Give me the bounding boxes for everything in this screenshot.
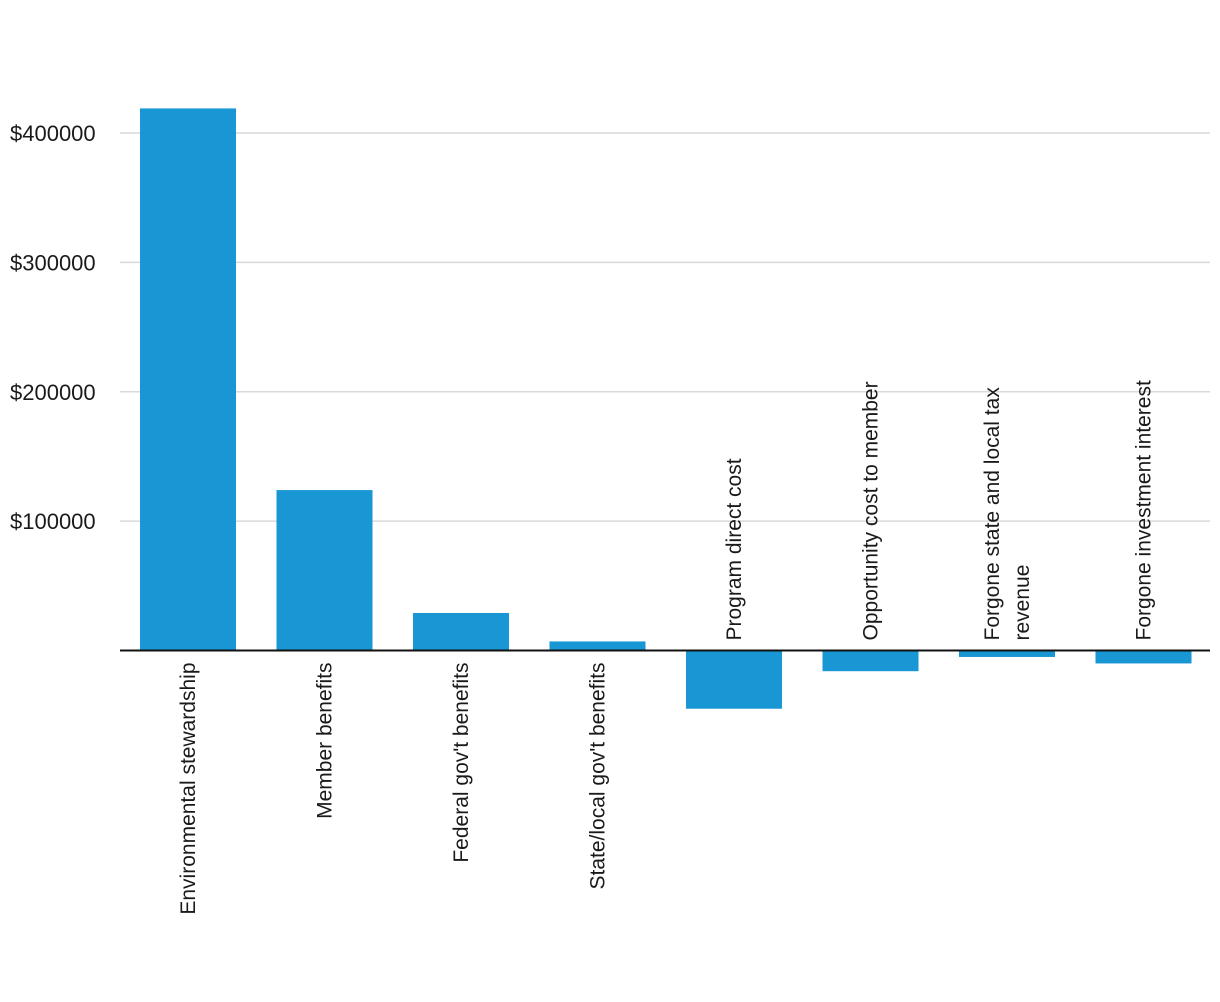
y-axis-ticks: $100000 $200000 $300000 $400000 xyxy=(10,121,96,534)
category-label-line: Environmental stewardship xyxy=(177,663,200,915)
category-label-line: Opportunity cost to member xyxy=(860,381,883,640)
category-label-line: State/local gov't benefits xyxy=(587,663,610,890)
category-label: Forgone state and local tax revenue xyxy=(981,387,1034,641)
category-labels: Environmental stewardship Member benefits… xyxy=(177,380,1156,915)
category-label-line: Forgone state and local tax xyxy=(981,387,1004,641)
gridlines xyxy=(120,132,1210,522)
category-label: Federal gov't benefits xyxy=(450,663,473,863)
bar xyxy=(686,650,782,709)
y-tick-label: $300000 xyxy=(10,250,96,275)
category-label-line: Federal gov't benefits xyxy=(450,663,473,863)
category-label: Member benefits xyxy=(314,663,337,819)
bars xyxy=(140,108,1192,709)
bar xyxy=(413,612,509,651)
y-tick-label: $400000 xyxy=(10,121,96,146)
category-label: Forgone investment interest xyxy=(1133,380,1156,640)
category-label-line: Member benefits xyxy=(314,663,337,819)
bar xyxy=(140,108,236,651)
category-label: Environmental stewardship xyxy=(177,663,200,915)
category-label-line: Program direct cost xyxy=(723,458,746,640)
bar xyxy=(1095,650,1192,664)
category-label: Opportunity cost to member xyxy=(860,381,883,640)
category-label-line: revenue xyxy=(1011,565,1034,641)
y-tick-label: $200000 xyxy=(10,380,96,405)
bar xyxy=(549,641,646,651)
category-label-line: Forgone investment interest xyxy=(1133,380,1156,640)
category-label: Program direct cost xyxy=(723,458,746,640)
y-tick-label: $100000 xyxy=(10,509,96,534)
bar xyxy=(276,490,373,651)
bar xyxy=(822,650,919,672)
bar xyxy=(959,650,1055,657)
category-label: State/local gov't benefits xyxy=(587,663,610,890)
